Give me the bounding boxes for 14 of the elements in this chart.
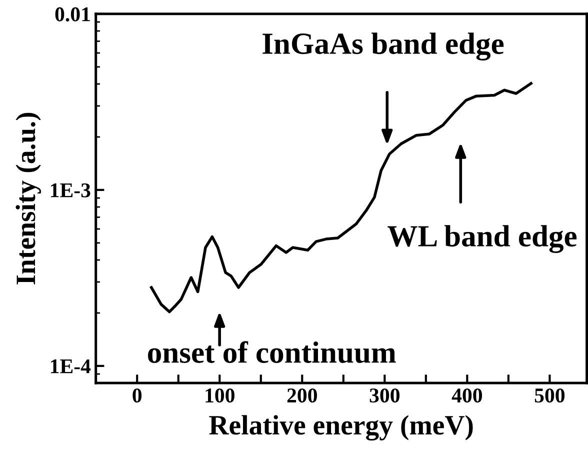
x-tick-label: 400 xyxy=(452,388,482,403)
x-tick-label: 300 xyxy=(370,388,400,403)
x-axis-title: Relative energy (meV) xyxy=(209,415,473,440)
y-tick-label: 1E-4 xyxy=(50,359,91,374)
x-tick-label: 200 xyxy=(287,388,317,403)
y-axis-title: Intensity (a.u.) xyxy=(16,112,41,284)
annotation: onset of continuum xyxy=(148,341,396,364)
x-tick-label: 0 xyxy=(132,388,142,403)
annotation: WL band edge xyxy=(388,225,577,254)
annotation: InGaAs band edge xyxy=(262,32,504,61)
y-tick-label: 1E-3 xyxy=(50,183,90,198)
x-tick-label: 500 xyxy=(534,388,565,403)
x-tick-label: 100 xyxy=(206,388,234,403)
y-tick-label: 0.01 xyxy=(55,7,90,22)
